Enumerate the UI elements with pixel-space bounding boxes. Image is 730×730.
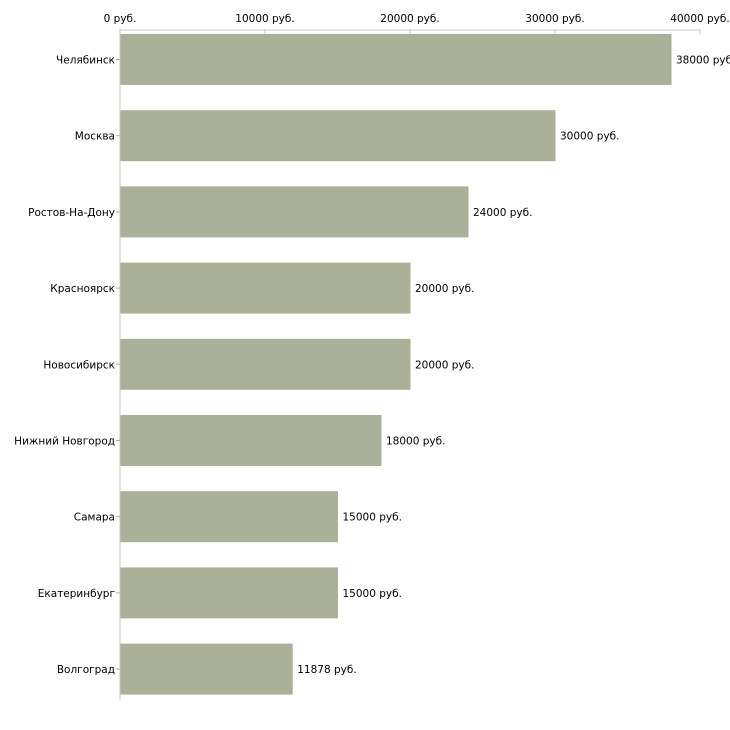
value-label: 18000 руб. — [386, 436, 445, 448]
category-label: Волгоград — [57, 664, 115, 676]
bar — [120, 262, 411, 314]
bar — [120, 415, 382, 466]
category-label: Ростов-На-Дону — [28, 207, 115, 219]
bar — [120, 186, 469, 238]
value-label: 20000 руб. — [415, 283, 474, 295]
value-label: 11878 руб. — [297, 664, 356, 676]
x-tick-label: 20000 руб. — [380, 13, 439, 25]
category-label: Красноярск — [50, 283, 115, 295]
bar — [120, 110, 556, 162]
value-label: 15000 руб. — [343, 588, 402, 600]
value-label: 24000 руб. — [473, 207, 532, 219]
value-label: 20000 руб. — [415, 359, 474, 371]
category-label: Самара — [74, 512, 115, 524]
x-tick-label: 0 руб. — [104, 13, 137, 25]
x-tick-label: 40000 руб. — [670, 13, 729, 25]
category-label: Нижний Новгород — [14, 436, 115, 448]
bar — [120, 643, 293, 695]
bar — [120, 338, 411, 390]
category-label: Челябинск — [56, 55, 115, 67]
category-label: Екатеринбург — [38, 588, 115, 600]
value-label: 15000 руб. — [343, 512, 402, 524]
bar — [120, 567, 338, 619]
value-label: 30000 руб. — [560, 131, 619, 143]
x-tick-label: 30000 руб. — [525, 13, 584, 25]
value-label: 38000 руб. — [676, 55, 730, 67]
category-label: Новосибирск — [43, 359, 115, 371]
x-tick-label: 10000 руб. — [235, 13, 294, 25]
bar — [120, 491, 338, 543]
category-label: Москва — [75, 131, 115, 143]
bar — [120, 34, 672, 85]
